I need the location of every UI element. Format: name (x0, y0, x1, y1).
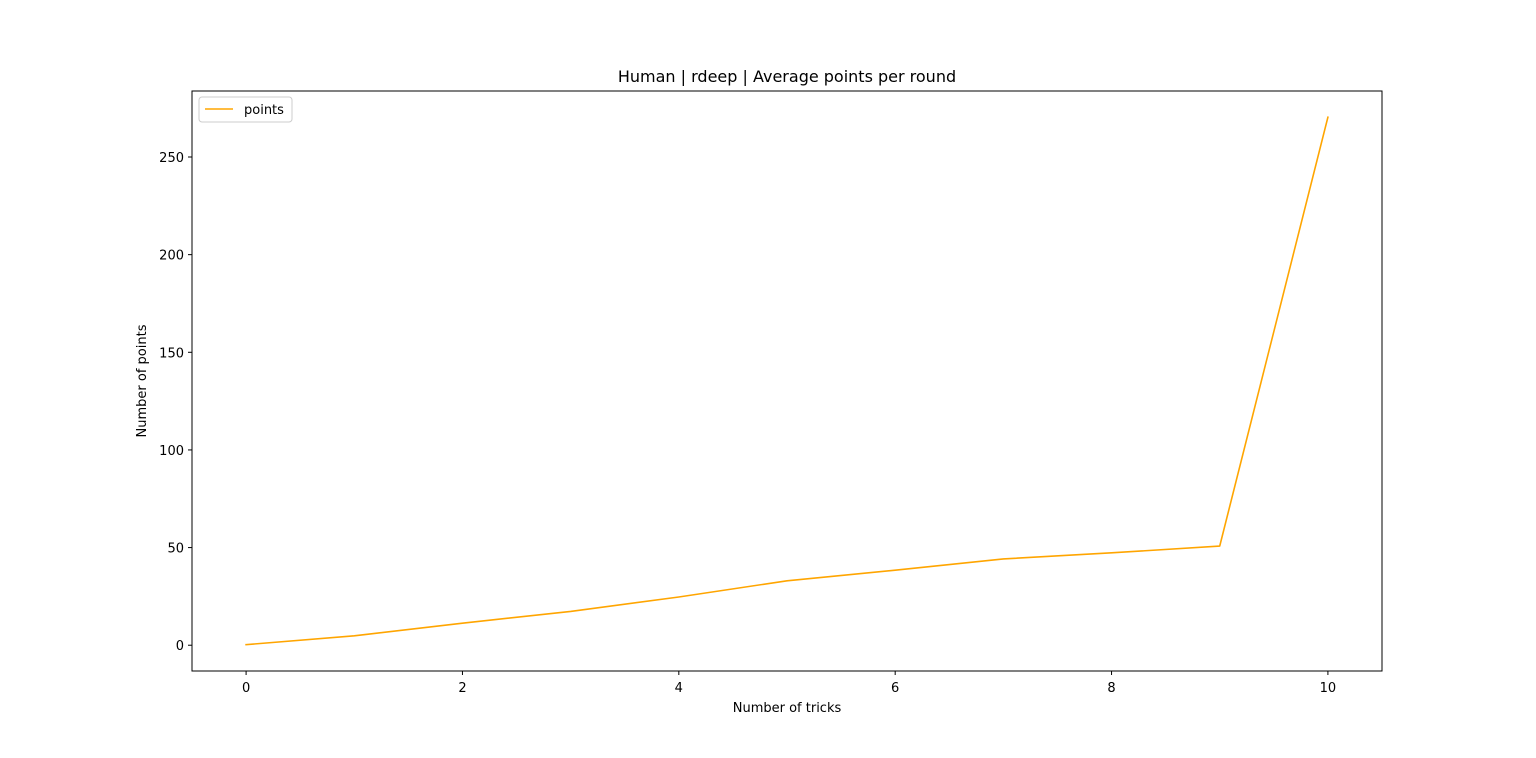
legend-box (198, 96, 293, 123)
y-axis-label: Number of points (135, 324, 150, 437)
y-axis-ticks: 0 50 100 150 200 250 (159, 151, 192, 654)
x-tick-label: 4 (675, 681, 683, 696)
x-axis-label: Number of tricks (733, 701, 842, 716)
y-tick-label: 150 (159, 346, 184, 361)
y-tick-label: 0 (176, 639, 184, 654)
plot-area (245, 116, 1329, 646)
y-tick-label: 200 (159, 249, 184, 264)
x-axis-ticks: 0 2 4 6 8 10 (242, 671, 1336, 696)
x-tick-label: 0 (242, 681, 250, 696)
x-tick-label: 2 (458, 681, 466, 696)
legend: points (198, 96, 293, 123)
x-tick-label: 6 (891, 681, 899, 696)
y-tick-label: 100 (159, 444, 184, 459)
x-tick-label: 10 (1320, 681, 1337, 696)
chart-title: Human | rdeep | Average points per round (618, 67, 956, 86)
y-tick-label: 50 (167, 542, 184, 557)
legend-label-points: points (244, 103, 284, 118)
x-tick-label: 8 (1107, 681, 1115, 696)
series-line-points (245, 116, 1329, 646)
y-tick-label: 250 (159, 151, 184, 166)
plot-frame (191, 90, 1383, 672)
